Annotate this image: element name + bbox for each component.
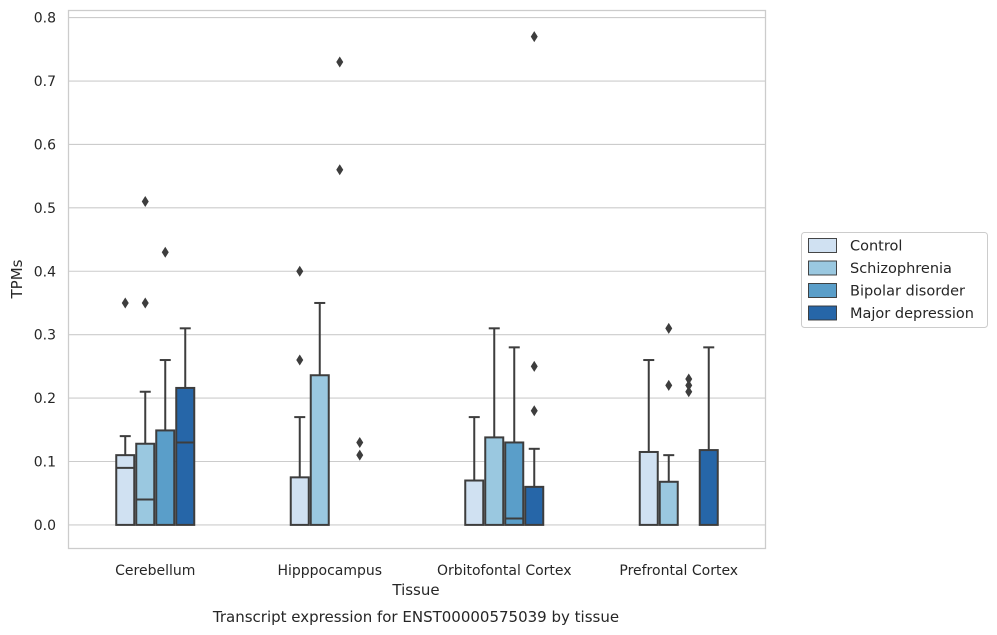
outlier-point (685, 386, 693, 398)
box-1-2 (336, 56, 344, 176)
legend-frame (801, 232, 988, 328)
y-tick-label: 0.4 (34, 264, 56, 280)
x-tick-labels: Cerebellum Hipppocampus Orbitofontal Corte… (115, 563, 738, 579)
outlier-point (141, 297, 149, 309)
y-tick-label: 0.5 (34, 201, 56, 217)
box-2-1 (484, 327, 505, 526)
box-body (484, 436, 505, 526)
x-tick-label: Cerebellum (115, 563, 195, 579)
outlier-point (141, 196, 149, 208)
box-body (464, 479, 485, 526)
box-3-2 (685, 373, 693, 398)
box-3-0 (638, 359, 659, 526)
legend-swatch (808, 283, 837, 298)
outlier-point (665, 322, 673, 334)
outlier-point (296, 354, 304, 366)
box-body (658, 480, 679, 526)
chart-title: Transcript expression for ENST0000057503… (212, 608, 619, 626)
y-tick-labels: 0.0 0.1 0.2 0.3 0.4 0.5 0.6 0.7 0.8 (34, 11, 56, 534)
box-2-3 (524, 31, 545, 526)
box-1-1 (309, 301, 330, 526)
legend-label: Major depression (850, 306, 974, 322)
outlier-point (665, 379, 673, 391)
y-tick-label: 0.2 (34, 391, 56, 407)
legend: Control Schizophrenia Bipolar disorder Majo… (801, 232, 988, 328)
box-body (638, 450, 659, 526)
y-tick-label: 0.7 (34, 74, 56, 90)
x-tick-label: Prefrontal Cortex (619, 563, 738, 579)
x-tick-label: Orbitofontal Cortex (437, 563, 572, 579)
y-tick-label: 0.6 (34, 137, 56, 153)
legend-label: Schizophrenia (850, 261, 952, 277)
legend-swatch (808, 238, 837, 253)
outlier-point (336, 56, 344, 68)
plot-frame (67, 9, 767, 550)
box-body (524, 485, 545, 526)
legend-swatch (808, 305, 837, 321)
box-0-0 (115, 297, 136, 526)
y-tick-label: 0.1 (34, 454, 56, 470)
box-body (155, 429, 176, 526)
box-2-0 (464, 416, 485, 526)
x-tick-label: Hipppocampus (277, 563, 382, 579)
box-1-3 (356, 436, 364, 461)
box-body (289, 476, 310, 526)
box-body (175, 386, 196, 526)
legend-swatch (808, 260, 837, 276)
outlier-point (530, 31, 538, 43)
box-3-3 (698, 346, 719, 526)
outlier-point (530, 405, 538, 417)
y-axis-title: TPMs (8, 259, 26, 299)
box-0-1 (135, 196, 156, 526)
boxes (115, 31, 719, 526)
box-1-0 (289, 265, 310, 526)
outlier-point (121, 297, 129, 309)
y-tick-label: 0.0 (34, 518, 56, 534)
outlier-point (296, 265, 304, 277)
outlier-point (685, 373, 693, 385)
legend-label: Bipolar disorder (850, 284, 965, 300)
legend-label: Control (850, 239, 902, 255)
box-body (115, 454, 136, 526)
outlier-point (161, 246, 169, 258)
outlier-point (336, 164, 344, 176)
outlier-point (530, 360, 538, 372)
outlier-point (685, 379, 693, 391)
box-3-1 (658, 322, 679, 526)
box-body (504, 441, 525, 526)
box-body (698, 449, 719, 526)
x-axis-title: Tissue (391, 581, 439, 599)
box-0-3 (175, 327, 196, 526)
box-2-2 (504, 346, 525, 526)
box-body (135, 442, 156, 526)
y-tick-label: 0.8 (34, 11, 56, 27)
y-tick-label: 0.3 (34, 328, 56, 344)
outlier-point (356, 436, 364, 448)
box-0-2 (155, 246, 176, 526)
outlier-point (356, 449, 364, 461)
box-body (309, 374, 330, 526)
